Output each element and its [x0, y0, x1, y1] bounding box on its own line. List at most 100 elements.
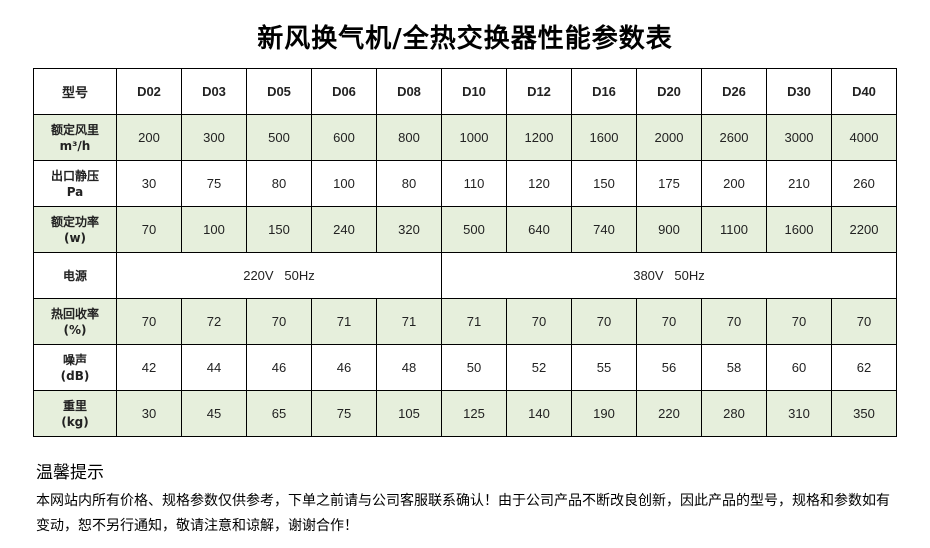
row-label-unit: (dB)	[60, 368, 90, 383]
table-cell: 120	[506, 160, 572, 207]
page-title: 新风换气机/全热交换器性能参数表	[257, 24, 673, 54]
power-row: 电源 220V 50Hz 380V 50Hz	[33, 252, 897, 299]
row-label: 额定功率 (w)	[33, 206, 117, 253]
table-row: 重里 (kg) 30 45 65 75 105 125 140 190 220 280 310 350	[33, 390, 897, 437]
table-row: 额定风里 m³/h 200 300 500 600 800 1000 1200 1600 2000 2…	[33, 114, 897, 161]
table-row: 出口静压 Pa 30 75 80 100 80 110 120 150 175 200 210 260	[33, 160, 897, 207]
row-label-name: 额定风里	[50, 122, 99, 137]
table-cell: 42	[116, 344, 182, 391]
table-cell: 60	[766, 344, 832, 391]
row-label-name: 重里	[62, 398, 87, 413]
table-cell: 1600	[766, 206, 832, 253]
table-cell: 71	[376, 298, 442, 345]
table-cell: 500	[441, 206, 507, 253]
table-cell: 260	[831, 160, 897, 207]
table-cell: 80	[246, 160, 312, 207]
table-cell: 175	[636, 160, 702, 207]
table-cell: 150	[571, 160, 637, 207]
header-label: 型号	[33, 68, 117, 115]
table-cell: 280	[701, 390, 767, 437]
table-cell: 71	[441, 298, 507, 345]
table-cell: 2600	[701, 114, 767, 161]
table-row: 额定功率 (w) 70 100 150 240 320 500 640 740 900 1100 160…	[33, 206, 897, 253]
table-cell: 2200	[831, 206, 897, 253]
table-cell: 80	[376, 160, 442, 207]
table-cell: 600	[311, 114, 377, 161]
model-header: D20	[636, 68, 702, 115]
table-cell: 50	[441, 344, 507, 391]
model-header: D40	[831, 68, 897, 115]
row-label: 电源	[33, 252, 117, 299]
table-cell: 1100	[701, 206, 767, 253]
row-label: 热回收率 (%)	[33, 298, 117, 345]
table-cell: 320	[376, 206, 442, 253]
table-cell: 70	[831, 298, 897, 345]
table-cell: 70	[116, 298, 182, 345]
table-cell: 500	[246, 114, 312, 161]
model-header: D02	[116, 68, 182, 115]
row-label-name: 出口静压	[50, 168, 99, 183]
table-cell: 71	[311, 298, 377, 345]
table-cell: 350	[831, 390, 897, 437]
table-cell: 75	[181, 160, 247, 207]
table-cell: 75	[311, 390, 377, 437]
table-cell: 105	[376, 390, 442, 437]
table-cell: 100	[311, 160, 377, 207]
table-cell: 70	[246, 298, 312, 345]
model-header: D10	[441, 68, 507, 115]
table-row: 热回收率 (%) 70 72 70 71 71 71 70 70 70 70 70 70	[33, 298, 897, 345]
table-cell: 900	[636, 206, 702, 253]
table-cell: 140	[506, 390, 572, 437]
table-cell: 220	[636, 390, 702, 437]
model-header: D05	[246, 68, 312, 115]
table-cell: 72	[181, 298, 247, 345]
table-cell: 44	[181, 344, 247, 391]
row-label-name: 热回收率	[50, 306, 99, 321]
model-header: D16	[571, 68, 637, 115]
row-label: 噪声 (dB)	[33, 344, 117, 391]
table-cell: 210	[766, 160, 832, 207]
model-header: D08	[376, 68, 442, 115]
row-label-unit: Pa	[66, 184, 84, 199]
model-header: D06	[311, 68, 377, 115]
table-cell: 190	[571, 390, 637, 437]
row-label-unit: (w)	[63, 230, 87, 245]
row-label-unit: (%)	[63, 322, 87, 337]
table-cell: 70	[116, 206, 182, 253]
model-header: D26	[701, 68, 767, 115]
tips-text: 本网站内所有价格、规格参数仅供参考，下单之前请与公司客服联系确认！由于公司产品不…	[36, 493, 890, 534]
table-cell: 200	[116, 114, 182, 161]
table-cell: 3000	[766, 114, 832, 161]
table-cell: 240	[311, 206, 377, 253]
model-header: D30	[766, 68, 832, 115]
table-cell: 110	[441, 160, 507, 207]
row-label: 额定风里 m³/h	[33, 114, 117, 161]
table-cell: 30	[116, 390, 182, 437]
table-cell: 70	[701, 298, 767, 345]
table-cell: 70	[636, 298, 702, 345]
model-header: D03	[181, 68, 247, 115]
table-cell: 200	[701, 160, 767, 207]
model-header: D12	[506, 68, 572, 115]
spec-table: 型号 D02 D03 D05 D06 D08 D10 D12 D16 D20 D26 D30 D40 额定…	[33, 68, 897, 437]
power-380v: 380V 50Hz	[441, 252, 897, 299]
table-cell: 65	[246, 390, 312, 437]
row-label-name: 噪声	[62, 352, 87, 367]
table-cell: 150	[246, 206, 312, 253]
row-label-name: 额定功率	[50, 214, 99, 229]
table-cell: 2000	[636, 114, 702, 161]
table-cell: 740	[571, 206, 637, 253]
table-cell: 45	[181, 390, 247, 437]
tips-section: 温馨提示 本网站内所有价格、规格参数仅供参考，下单之前请与公司客服联系确认！由于…	[36, 458, 896, 539]
table-cell: 70	[766, 298, 832, 345]
table-cell: 1000	[441, 114, 507, 161]
table-cell: 1600	[571, 114, 637, 161]
table-cell: 46	[311, 344, 377, 391]
table-cell: 70	[571, 298, 637, 345]
table-row: 噪声 (dB) 42 44 46 46 48 50 52 55 56 58 60 62	[33, 344, 897, 391]
table-cell: 48	[376, 344, 442, 391]
row-label-unit: (kg)	[61, 414, 89, 429]
header-row: 型号 D02 D03 D05 D06 D08 D10 D12 D16 D20 D26 D30 D40	[33, 68, 897, 115]
table-cell: 56	[636, 344, 702, 391]
row-label: 重里 (kg)	[33, 390, 117, 437]
